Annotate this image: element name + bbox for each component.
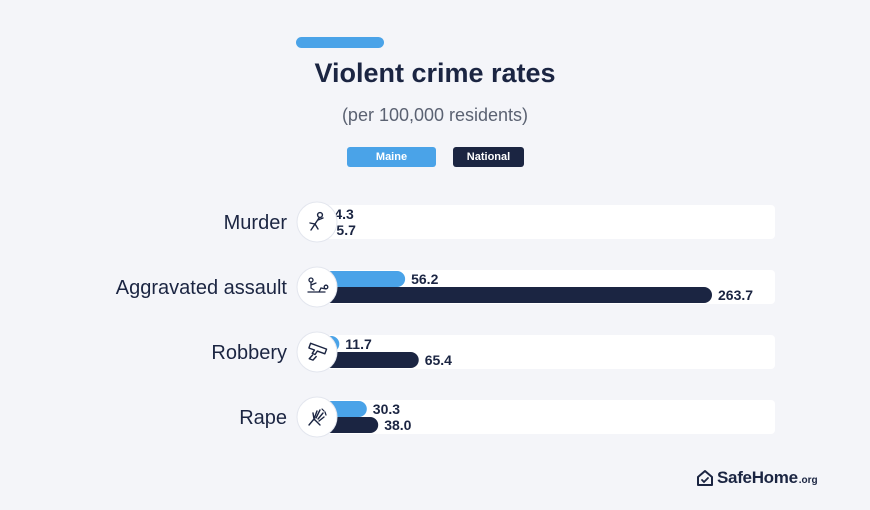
row-track-rape bbox=[322, 400, 775, 434]
value-label-maine-rape: 30.3 bbox=[373, 401, 400, 417]
category-label-aggravated-assault: Aggravated assault bbox=[116, 277, 288, 299]
bar-national-aggravated-assault bbox=[322, 287, 712, 303]
house-icon bbox=[697, 470, 713, 486]
value-label-national-murder: 5.7 bbox=[336, 222, 356, 238]
chart-title: Violent crime rates bbox=[314, 58, 556, 88]
title-accent-bar bbox=[296, 37, 384, 48]
legend-item-national: National bbox=[453, 147, 524, 167]
value-label-national-robbery: 65.4 bbox=[425, 352, 452, 368]
row-track-murder bbox=[322, 205, 775, 239]
icon-badge-aggravated-assault bbox=[296, 266, 338, 308]
category-label-murder: Murder bbox=[224, 212, 288, 234]
value-label-maine-aggravated-assault: 56.2 bbox=[411, 271, 438, 287]
assault-icon bbox=[307, 277, 329, 293]
victim-icon bbox=[309, 211, 324, 231]
value-label-maine-robbery: 11.7 bbox=[345, 336, 372, 352]
logo-name: SafeHome bbox=[717, 468, 798, 487]
bar-maine-aggravated-assault bbox=[322, 271, 406, 287]
category-label-rape: Rape bbox=[239, 407, 287, 429]
row-track-robbery bbox=[322, 335, 775, 369]
value-label-national-rape: 38.0 bbox=[384, 417, 411, 433]
value-label-maine-murder: 4.3 bbox=[334, 206, 354, 222]
hand-icon bbox=[308, 408, 327, 426]
gun-icon bbox=[308, 342, 328, 361]
safehome-logo: SafeHome .org bbox=[696, 466, 818, 490]
chart-subtitle: (per 100,000 residents) bbox=[341, 105, 529, 125]
logo-suffix: .org bbox=[798, 475, 818, 486]
legend-item-maine: Maine bbox=[347, 147, 436, 167]
category-label-robbery: Robbery bbox=[211, 342, 287, 364]
bar-national-robbery bbox=[322, 352, 419, 368]
value-label-national-aggravated-assault: 263.7 bbox=[718, 287, 753, 303]
